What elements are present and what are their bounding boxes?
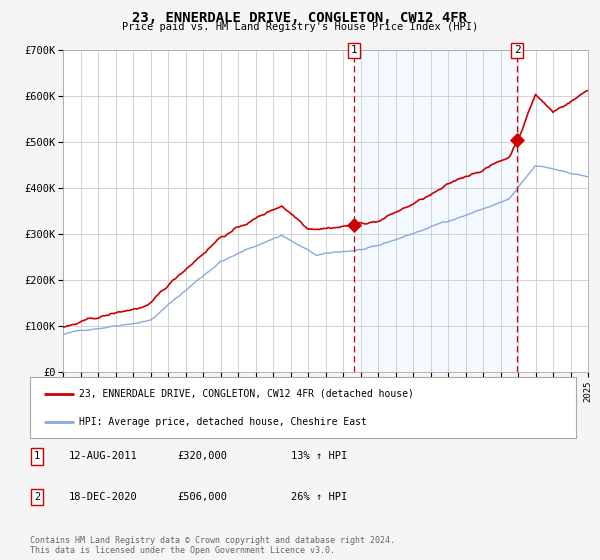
Text: 1: 1 xyxy=(350,45,357,55)
Text: 13% ↑ HPI: 13% ↑ HPI xyxy=(291,451,347,461)
Point xyxy=(349,221,358,230)
Text: £506,000: £506,000 xyxy=(177,492,227,502)
Point xyxy=(512,135,522,144)
Text: 12-AUG-2011: 12-AUG-2011 xyxy=(69,451,138,461)
Bar xyxy=(353,50,517,372)
Text: 26% ↑ HPI: 26% ↑ HPI xyxy=(291,492,347,502)
Text: 2: 2 xyxy=(514,45,521,55)
Text: This data is licensed under the Open Government Licence v3.0.: This data is licensed under the Open Gov… xyxy=(30,547,335,556)
Text: 2: 2 xyxy=(34,492,40,502)
Text: HPI: Average price, detached house, Cheshire East: HPI: Average price, detached house, Ches… xyxy=(79,417,367,427)
Text: 1: 1 xyxy=(34,451,40,461)
Text: £320,000: £320,000 xyxy=(177,451,227,461)
Text: 23, ENNERDALE DRIVE, CONGLETON, CW12 4FR: 23, ENNERDALE DRIVE, CONGLETON, CW12 4FR xyxy=(133,11,467,25)
Text: Price paid vs. HM Land Registry's House Price Index (HPI): Price paid vs. HM Land Registry's House … xyxy=(122,22,478,32)
Text: Contains HM Land Registry data © Crown copyright and database right 2024.: Contains HM Land Registry data © Crown c… xyxy=(30,536,395,545)
Text: 18-DEC-2020: 18-DEC-2020 xyxy=(69,492,138,502)
Text: 23, ENNERDALE DRIVE, CONGLETON, CW12 4FR (detached house): 23, ENNERDALE DRIVE, CONGLETON, CW12 4FR… xyxy=(79,389,414,399)
